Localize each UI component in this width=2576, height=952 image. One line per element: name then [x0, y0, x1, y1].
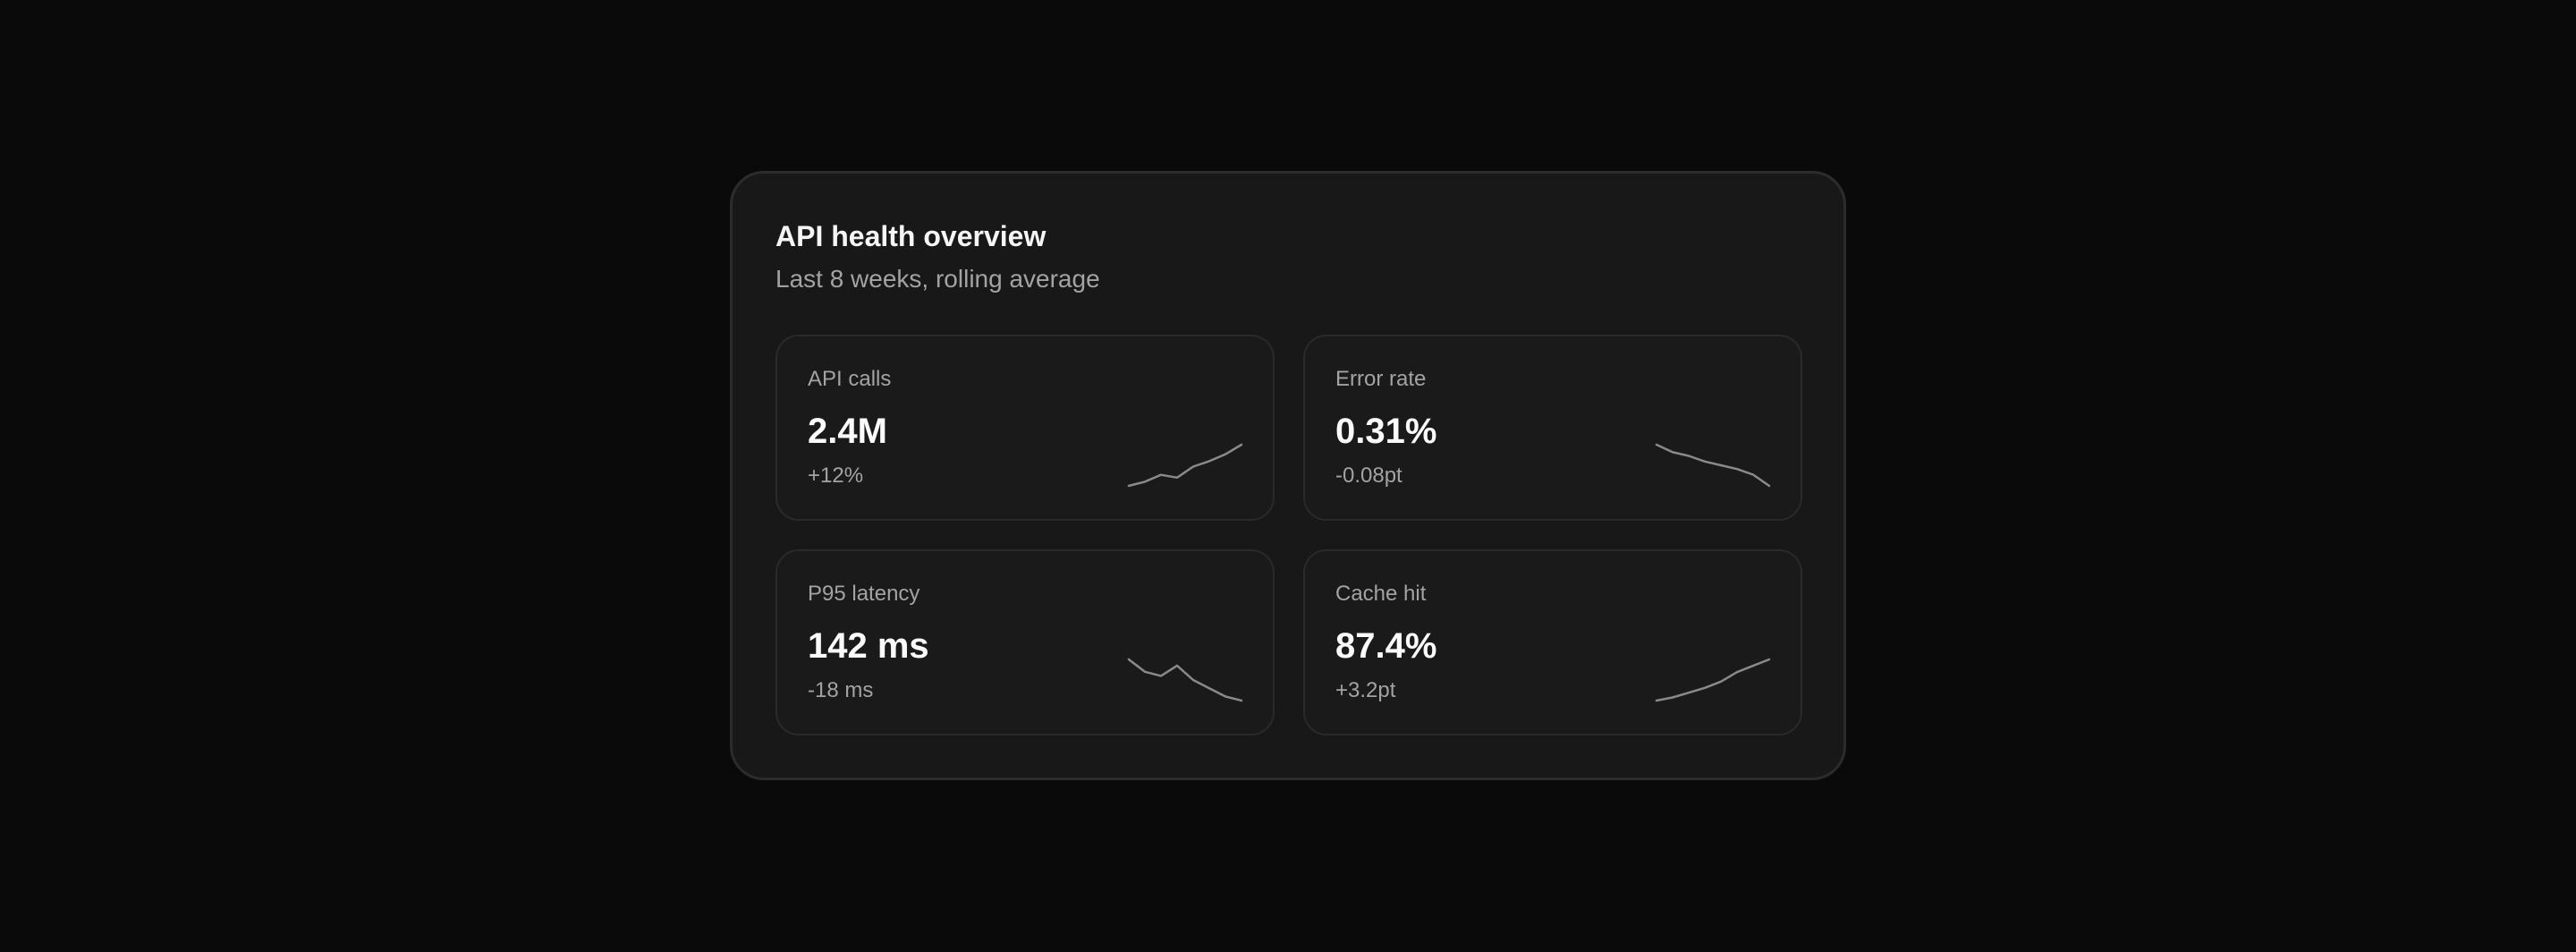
- metric-card-cache-hit: Cache hit 87.4% +3.2pt: [1303, 549, 1802, 735]
- metric-delta: +3.2pt: [1335, 678, 1396, 702]
- metric-value: 0.31%: [1335, 412, 1437, 451]
- metric-card-api-calls: API calls 2.4M +12%: [775, 335, 1275, 521]
- api-health-panel: API health overview Last 8 weeks, rollin…: [730, 171, 1846, 780]
- metric-value: 142 ms: [808, 626, 929, 666]
- metric-label: Error rate: [1335, 367, 1427, 391]
- panel-title: API health overview: [775, 220, 1046, 252]
- sparkline-line: [1655, 658, 1771, 702]
- metric-delta: -0.08pt: [1335, 463, 1402, 488]
- metric-delta: -18 ms: [808, 678, 874, 702]
- metric-label: Cache hit: [1335, 582, 1427, 606]
- metric-delta: +12%: [808, 463, 864, 488]
- metric-card-p95-latency: P95 latency 142 ms -18 ms: [775, 549, 1275, 735]
- metric-label: P95 latency: [808, 582, 920, 606]
- panel-subtitle: Last 8 weeks, rolling average: [775, 265, 1100, 293]
- sparkline-chart: [1655, 443, 1771, 488]
- sparkline-chart: [1127, 443, 1243, 488]
- sparkline-chart: [1655, 658, 1771, 702]
- metric-label: API calls: [808, 367, 892, 391]
- metric-card-error-rate: Error rate 0.31% -0.08pt: [1303, 335, 1802, 521]
- metric-value: 87.4%: [1335, 626, 1437, 666]
- metric-value: 2.4M: [808, 412, 887, 451]
- sparkline-line: [1127, 443, 1243, 488]
- sparkline-chart: [1127, 658, 1243, 702]
- sparkline-line: [1127, 658, 1243, 702]
- sparkline-line: [1655, 443, 1771, 488]
